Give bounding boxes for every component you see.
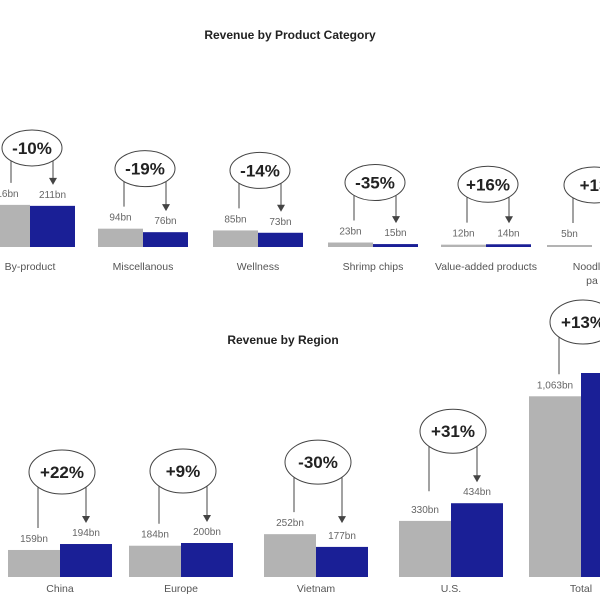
bar-previous-1-4 [529,396,581,577]
bar-previous-1-0 [8,549,60,577]
bar-previous-1-3 [399,520,451,577]
category-label: Total [570,583,592,595]
bar-current-0-0 [30,205,75,247]
change-oval [563,166,600,204]
data-label-previous: 16bn [0,189,19,200]
chart-title-product: Revenue by Product Category [204,28,376,42]
category-label: China [46,583,74,595]
category-label: Wellness [237,261,279,273]
data-label-previous: 85bn [224,214,246,225]
data-label-previous: 12bn [452,229,474,240]
change-arrow-head [203,515,211,522]
data-label-previous: 252bn [276,518,304,529]
bar-previous-0-3 [328,242,373,247]
change-arrow-head [82,516,90,524]
bar-current-0-1 [143,232,188,247]
bar-current-1-2 [316,546,368,577]
bar-previous-0-4 [441,244,486,247]
change-arrow-head [392,216,400,224]
bar-previous-0-0 [0,204,30,247]
change-percent-label: -30% [298,453,338,472]
change-percent-label: -19% [125,160,165,179]
change-arrow-head [505,216,513,224]
change-percent-label: +13% [561,313,600,332]
change-arrow-head [473,475,481,483]
bar-previous-0-1 [98,228,143,247]
change-arrow-head [338,516,346,524]
category-label: Vietnam [297,583,336,595]
change-arrow-head [162,204,170,212]
change-percent-label: -10% [12,139,52,158]
data-label-previous: 184bn [141,530,169,541]
bar-current-1-1 [181,543,233,577]
category-label: pa [586,275,598,287]
change-percent-label: +31% [431,422,475,441]
data-label-current: 76bn [154,216,176,227]
change-percent-label: +16% [466,175,510,194]
change-oval [114,150,176,188]
data-label-previous: 159bn [20,534,48,545]
change-oval [149,448,217,494]
bar-previous-1-2 [264,534,316,577]
data-label-current: 177bn [328,531,356,542]
change-oval [419,408,487,454]
category-label: By-product [5,261,56,273]
category-label: Noodles [573,261,600,273]
data-label-current: 73bn [269,217,291,228]
bar-current-0-3 [373,244,418,247]
change-oval [229,151,291,189]
change-oval [457,165,519,203]
change-percent-label: +22% [40,463,84,482]
data-label-current: 15bn [384,228,406,239]
change-percent-label: -14% [240,161,280,180]
category-label: Miscellanous [113,261,174,273]
change-percent-label: +13 [580,176,600,195]
change-arrow-head [49,177,57,185]
chart-title-region: Revenue by Region [227,333,338,347]
bar-previous-0-5 [547,245,592,247]
category-label: U.S. [441,583,461,595]
bar-current-1-3 [451,503,503,577]
data-label-current: 194bn [72,528,100,539]
data-label-previous: 94bn [109,213,131,224]
change-oval [1,129,63,167]
bar-current-1-4 [581,373,600,577]
data-label-current: 434bn [463,487,491,498]
change-arrow-head [277,204,285,212]
data-label-previous: 5bn [561,229,578,240]
change-oval [28,449,96,495]
change-oval [284,439,352,485]
change-oval [344,164,406,202]
change-percent-label: -35% [355,174,395,193]
bar-previous-1-1 [129,545,181,577]
bar-current-1-0 [60,544,112,577]
data-label-current: 14bn [497,228,519,239]
category-label: Value-added products [435,261,537,273]
data-label-previous: 330bn [411,505,439,516]
data-label-current: 211bn [39,190,66,201]
data-label-previous: 23bn [339,227,361,238]
bar-current-0-2 [258,232,303,247]
category-label: Shrimp chips [343,261,404,273]
change-oval [549,299,600,345]
data-label-current: 200bn [193,527,221,538]
bar-current-0-4 [486,244,531,247]
data-label-previous: 1,063bn [537,380,573,391]
bar-previous-0-2 [213,230,258,247]
change-percent-label: +9% [166,462,201,481]
category-label: Europe [164,583,198,595]
